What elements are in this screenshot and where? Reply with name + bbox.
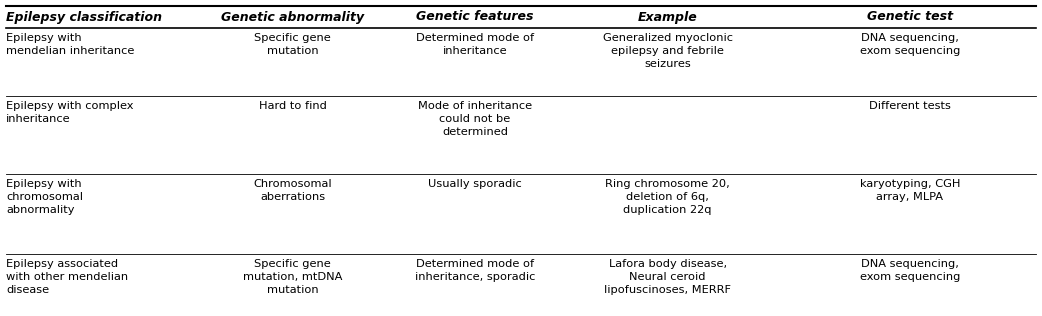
Text: Epilepsy associated
with other mendelian
disease: Epilepsy associated with other mendelian… [6,259,128,295]
Text: Epilepsy with complex
inheritance: Epilepsy with complex inheritance [6,101,133,124]
Text: Ring chromosome 20,
deletion of 6q,
duplication 22q: Ring chromosome 20, deletion of 6q, dupl… [605,179,730,216]
Text: Mode of inheritance
could not be
determined: Mode of inheritance could not be determi… [418,101,532,137]
Text: Genetic test: Genetic test [867,10,953,23]
Text: Hard to find: Hard to find [258,101,326,111]
Text: Genetic features: Genetic features [416,10,534,23]
Text: Epilepsy with
mendelian inheritance: Epilepsy with mendelian inheritance [6,33,134,56]
Text: Epilepsy classification: Epilepsy classification [6,10,162,23]
Text: Specific gene
mutation, mtDNA
mutation: Specific gene mutation, mtDNA mutation [243,259,342,295]
Text: Determined mode of
inheritance, sporadic: Determined mode of inheritance, sporadic [415,259,536,282]
Text: Determined mode of
inheritance: Determined mode of inheritance [416,33,534,56]
Text: DNA sequencing,
exom sequencing: DNA sequencing, exom sequencing [860,33,960,56]
Text: Lafora body disease,
Neural ceroid
lipofuscinoses, MERRF: Lafora body disease, Neural ceroid lipof… [604,259,731,295]
Text: Epilepsy with
chromosomal
abnormality: Epilepsy with chromosomal abnormality [6,179,83,216]
Text: Usually sporadic: Usually sporadic [428,179,522,189]
Text: karyotyping, CGH
array, MLPA: karyotyping, CGH array, MLPA [860,179,960,202]
Text: Generalized myoclonic
epilepsy and febrile
seizures: Generalized myoclonic epilepsy and febri… [602,33,733,70]
Text: Different tests: Different tests [869,101,951,111]
Text: Example: Example [638,10,697,23]
Text: DNA sequencing,
exom sequencing: DNA sequencing, exom sequencing [860,259,960,282]
Text: Genetic abnormality: Genetic abnormality [221,10,364,23]
Text: Chromosomal
aberrations: Chromosomal aberrations [253,179,331,202]
Text: Specific gene
mutation: Specific gene mutation [254,33,331,56]
